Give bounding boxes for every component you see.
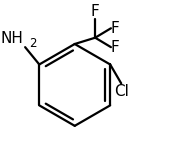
Text: F: F bbox=[91, 4, 100, 19]
Text: Cl: Cl bbox=[114, 84, 129, 99]
Text: NH: NH bbox=[1, 31, 24, 46]
Text: F: F bbox=[111, 40, 120, 55]
Text: F: F bbox=[111, 21, 120, 36]
Text: 2: 2 bbox=[29, 36, 37, 50]
